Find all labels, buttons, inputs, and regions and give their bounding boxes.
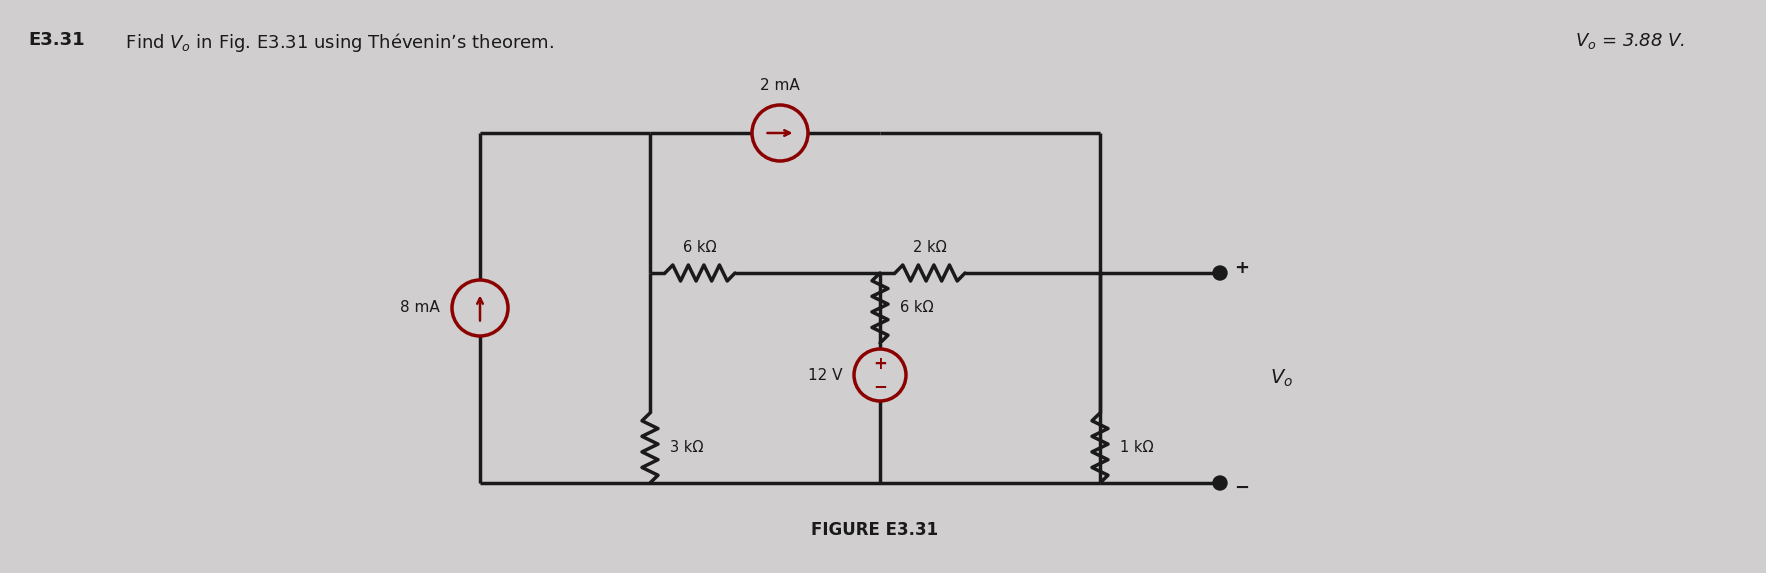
Text: 6 kΩ: 6 kΩ bbox=[683, 240, 717, 255]
Text: 6 kΩ: 6 kΩ bbox=[901, 300, 934, 316]
Text: +: + bbox=[872, 355, 887, 373]
Text: $V_o$: $V_o$ bbox=[1270, 367, 1293, 388]
Text: Find $V_o$ in Fig. E3.31 using Thévenin’s theorem.: Find $V_o$ in Fig. E3.31 using Thévenin’… bbox=[120, 31, 555, 54]
Text: FIGURE E3.31: FIGURE E3.31 bbox=[811, 521, 938, 539]
Text: 12 V: 12 V bbox=[807, 367, 842, 383]
Text: 8 mA: 8 mA bbox=[401, 300, 440, 316]
Circle shape bbox=[1213, 476, 1227, 490]
Text: +: + bbox=[1234, 259, 1249, 277]
Circle shape bbox=[1213, 266, 1227, 280]
Text: 3 kΩ: 3 kΩ bbox=[669, 441, 703, 456]
Text: $V_o$ = 3.88 V.: $V_o$ = 3.88 V. bbox=[1575, 31, 1685, 51]
Text: E3.31: E3.31 bbox=[28, 31, 85, 49]
Text: −: − bbox=[872, 377, 887, 395]
Text: 2 mA: 2 mA bbox=[759, 78, 800, 93]
Text: −: − bbox=[1234, 479, 1249, 497]
Text: 2 kΩ: 2 kΩ bbox=[913, 240, 947, 255]
Text: 1 kΩ: 1 kΩ bbox=[1120, 441, 1153, 456]
